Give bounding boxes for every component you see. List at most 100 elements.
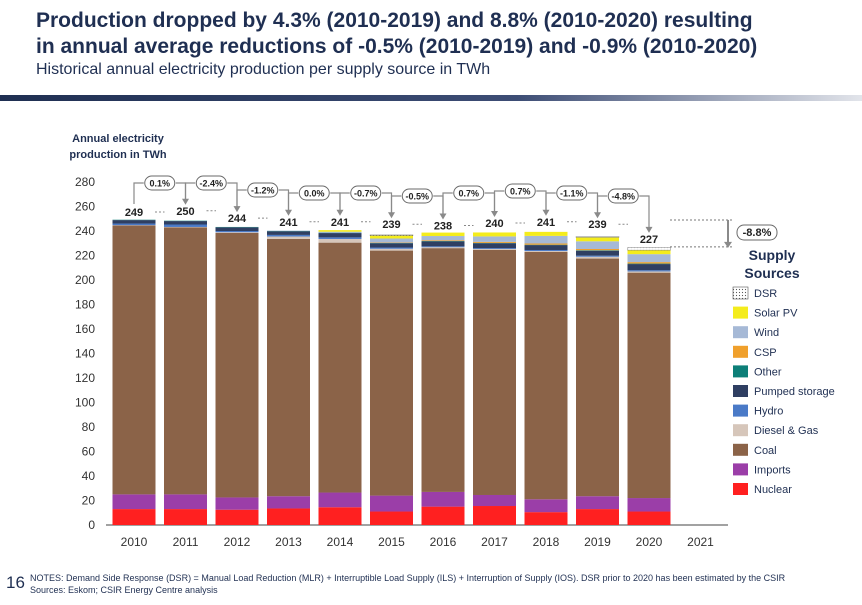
- bar-segment-nuclear[interactable]: [627, 511, 671, 525]
- bar-segment-wind[interactable]: [627, 254, 671, 263]
- bar-segment-coal[interactable]: [164, 227, 207, 495]
- bar-segment-coal[interactable]: [370, 250, 413, 496]
- x-tick-label: 2021: [687, 535, 714, 549]
- change-bubble: [401, 188, 433, 204]
- bar-segment-hydro[interactable]: [627, 270, 671, 272]
- bar-segment-nuclear[interactable]: [318, 507, 362, 525]
- bar-segment-nuclear[interactable]: [164, 509, 207, 525]
- bar-segment-imports[interactable]: [215, 497, 259, 510]
- overall-change-arrow-head: [724, 241, 732, 248]
- bar-segment-csp[interactable]: [627, 262, 671, 264]
- bar-segment-nuclear[interactable]: [112, 509, 156, 525]
- bar-segment-imports[interactable]: [421, 491, 465, 507]
- bar-segment-imports[interactable]: [164, 494, 207, 510]
- bar-segment-diesel-gas[interactable]: [576, 256, 619, 259]
- legend-title: Supply: [749, 247, 796, 263]
- bar-segment-wind[interactable]: [370, 238, 413, 243]
- bar-segment-hydro[interactable]: [473, 248, 516, 250]
- bar-segment-csp[interactable]: [421, 240, 465, 242]
- bar-total-label: 238: [434, 220, 452, 232]
- bar-segment-diesel-gas[interactable]: [215, 232, 259, 233]
- y-tick-label: 120: [75, 371, 95, 385]
- bar-segment-imports[interactable]: [576, 496, 619, 510]
- bar-segment-pumped-storage[interactable]: [627, 264, 671, 271]
- bar-segment-diesel-gas[interactable]: [370, 248, 413, 251]
- bar-segment-diesel-gas[interactable]: [473, 249, 516, 250]
- change-bubble: [556, 185, 588, 201]
- bar-segment-solar-pv[interactable]: [576, 237, 619, 242]
- bar-segment-csp[interactable]: [524, 243, 568, 245]
- bar-segment-nuclear[interactable]: [576, 509, 619, 525]
- footnotes: NOTES: Demand Side Response (DSR) = Manu…: [30, 572, 785, 596]
- change-bubble: [144, 175, 176, 191]
- bar-segment-coal[interactable]: [524, 251, 568, 500]
- bar-segment-diesel-gas[interactable]: [267, 236, 310, 239]
- bar-segment-imports[interactable]: [267, 496, 310, 509]
- bar-segment-hydro[interactable]: [318, 237, 362, 239]
- bar-segment-coal[interactable]: [267, 238, 310, 497]
- bar-segment-coal[interactable]: [112, 225, 156, 495]
- bar-segment-dsr[interactable]: [627, 247, 671, 251]
- bar-segment-hydro[interactable]: [576, 255, 619, 257]
- bar-segment-pumped-storage[interactable]: [421, 241, 465, 247]
- bar-segment-wind[interactable]: [473, 236, 516, 242]
- bar-segment-nuclear[interactable]: [421, 506, 465, 525]
- chart-subtitle: Historical annual electricity production…: [36, 61, 491, 78]
- bar-segment-imports[interactable]: [524, 499, 568, 513]
- bar-segment-nuclear[interactable]: [267, 508, 310, 525]
- bar-segment-nuclear[interactable]: [524, 512, 568, 525]
- bar-segment-wind[interactable]: [576, 241, 619, 250]
- bar-segment-hydro[interactable]: [164, 224, 207, 227]
- bar-segment-solar-pv[interactable]: [627, 250, 671, 255]
- bar-segment-dsr[interactable]: [369, 234, 414, 236]
- bar-segment-solar-pv[interactable]: [524, 231, 568, 236]
- bar-segment-pumped-storage[interactable]: [215, 227, 259, 231]
- bar-segment-coal[interactable]: [627, 272, 671, 499]
- change-arrow-head: [645, 226, 653, 233]
- bar-segment-nuclear[interactable]: [215, 509, 259, 525]
- legend-swatch-nuclear: [733, 483, 748, 495]
- bar-segment-diesel-gas[interactable]: [627, 271, 671, 273]
- bar-segment-pumped-storage[interactable]: [318, 233, 362, 238]
- bar-segment-pumped-storage[interactable]: [576, 250, 619, 256]
- bar-segment-dsr[interactable]: [575, 236, 620, 238]
- bar-segment-imports[interactable]: [627, 498, 671, 512]
- bar-segment-imports[interactable]: [473, 494, 516, 507]
- bar-segment-coal[interactable]: [318, 242, 362, 493]
- bar-segment-coal[interactable]: [215, 232, 259, 498]
- bar-segment-imports[interactable]: [318, 492, 362, 508]
- bar-segment-coal[interactable]: [421, 248, 465, 492]
- bar-segment-csp[interactable]: [576, 249, 619, 251]
- bar-segment-solar-pv[interactable]: [473, 232, 516, 237]
- bar-segment-solar-pv[interactable]: [370, 235, 413, 239]
- bar-segment-imports[interactable]: [370, 495, 413, 512]
- bar-segment-hydro[interactable]: [215, 231, 259, 233]
- bar-segment-diesel-gas[interactable]: [318, 238, 362, 243]
- bar-segment-wind[interactable]: [524, 235, 568, 244]
- bar-segment-pumped-storage[interactable]: [267, 231, 310, 235]
- bar-segment-hydro[interactable]: [112, 223, 156, 226]
- bar-segment-solar-pv[interactable]: [421, 232, 465, 237]
- bar-segment-imports[interactable]: [112, 494, 156, 510]
- bar-segment-pumped-storage[interactable]: [524, 245, 568, 250]
- bar-segment-pumped-storage[interactable]: [473, 243, 516, 249]
- bar-segment-hydro[interactable]: [370, 247, 413, 249]
- bar-segment-coal[interactable]: [473, 249, 516, 495]
- bar-segment-nuclear[interactable]: [473, 506, 516, 525]
- bar-segment-coal[interactable]: [576, 258, 619, 497]
- bar-segment-hydro[interactable]: [421, 246, 465, 248]
- bar-segment-nuclear[interactable]: [370, 511, 413, 525]
- bar-segment-csp[interactable]: [473, 241, 516, 243]
- bar-segment-wind[interactable]: [421, 236, 465, 241]
- bar-segment-diesel-gas[interactable]: [524, 250, 568, 252]
- bar-segment-hydro[interactable]: [267, 234, 310, 237]
- legend-label: DSR: [754, 288, 777, 300]
- legend-swatch-imports: [733, 463, 748, 476]
- bar-segment-hydro[interactable]: [524, 249, 568, 251]
- bar-segment-diesel-gas[interactable]: [421, 247, 465, 249]
- bar-segment-pumped-storage[interactable]: [370, 243, 413, 248]
- bar-segment-solar-pv[interactable]: [318, 230, 362, 232]
- bar-segment-pumped-storage[interactable]: [164, 221, 207, 225]
- bar-segment-pumped-storage[interactable]: [112, 220, 156, 224]
- bar-segment-wind[interactable]: [318, 231, 362, 233]
